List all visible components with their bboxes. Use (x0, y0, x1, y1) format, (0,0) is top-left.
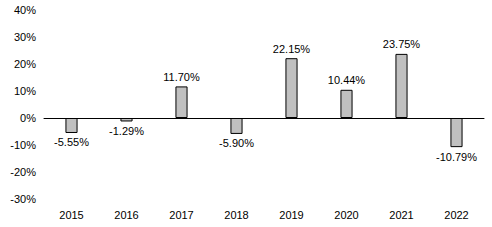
svg-text:2016: 2016 (114, 209, 138, 221)
svg-text:11.70%: 11.70% (163, 71, 200, 83)
svg-text:10%: 10% (14, 85, 36, 97)
svg-text:-20%: -20% (10, 166, 36, 178)
svg-text:-5.55%: -5.55% (54, 136, 89, 148)
svg-text:-1.29%: -1.29% (109, 125, 144, 137)
svg-text:30%: 30% (14, 31, 36, 43)
svg-text:-10%: -10% (10, 139, 36, 151)
svg-text:2019: 2019 (279, 209, 303, 221)
svg-text:0%: 0% (20, 112, 36, 124)
svg-text:2022: 2022 (444, 209, 468, 221)
svg-text:22.15%: 22.15% (273, 43, 311, 55)
svg-text:-10.79%: -10.79% (436, 151, 477, 163)
svg-text:2020: 2020 (334, 209, 358, 221)
svg-text:2015: 2015 (59, 209, 83, 221)
svg-text:2021: 2021 (389, 209, 413, 221)
svg-text:40%: 40% (14, 4, 36, 16)
svg-text:-5.90%: -5.90% (219, 137, 254, 149)
svg-text:10.44%: 10.44% (328, 74, 366, 86)
svg-text:23.75%: 23.75% (383, 38, 421, 50)
svg-text:2018: 2018 (224, 209, 248, 221)
svg-text:-30%: -30% (10, 193, 36, 205)
svg-text:20%: 20% (14, 58, 36, 70)
svg-text:2017: 2017 (169, 209, 193, 221)
